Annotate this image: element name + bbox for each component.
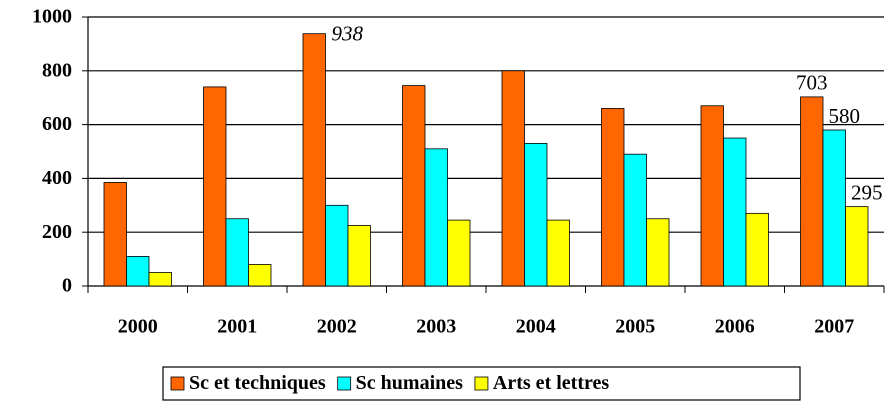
bar bbox=[248, 264, 272, 287]
y-tick-label: 200 bbox=[42, 221, 72, 243]
bar bbox=[646, 218, 670, 287]
bar bbox=[302, 33, 326, 287]
legend-swatch bbox=[170, 376, 185, 391]
bar bbox=[103, 182, 127, 287]
legend-swatch bbox=[337, 376, 352, 391]
bar bbox=[845, 206, 869, 287]
x-tick-label: 2007 bbox=[814, 316, 854, 338]
bar bbox=[745, 212, 769, 287]
y-tick-label: 0 bbox=[62, 275, 72, 297]
bar bbox=[325, 204, 349, 287]
y-tick-label: 400 bbox=[42, 167, 72, 189]
bar bbox=[402, 85, 426, 287]
y-tick-label: 1000 bbox=[32, 6, 72, 28]
bar bbox=[822, 129, 846, 287]
data-label: 938 bbox=[332, 21, 364, 45]
x-tick-label: 2004 bbox=[516, 316, 556, 338]
data-label: 295 bbox=[851, 180, 883, 204]
x-tick-label: 2000 bbox=[118, 316, 158, 338]
y-tick-label: 600 bbox=[42, 113, 72, 135]
x-tick-label: 2001 bbox=[217, 316, 257, 338]
bar bbox=[501, 70, 525, 287]
bar bbox=[347, 225, 371, 287]
bar bbox=[203, 86, 227, 287]
bar bbox=[524, 143, 548, 287]
bar bbox=[424, 148, 448, 287]
bar bbox=[126, 256, 150, 287]
x-tick-label: 2006 bbox=[715, 316, 755, 338]
x-tick-label: 2003 bbox=[416, 316, 456, 338]
bar bbox=[601, 108, 625, 287]
legend-label: Sc et techniques bbox=[189, 372, 326, 394]
bar bbox=[700, 105, 724, 287]
bar bbox=[723, 137, 747, 287]
x-tick-label: 2002 bbox=[317, 316, 357, 338]
x-tick-label: 2005 bbox=[615, 316, 655, 338]
bar bbox=[546, 219, 570, 287]
y-tick-label: 800 bbox=[42, 59, 72, 81]
data-label: 580 bbox=[829, 104, 861, 128]
data-label: 703 bbox=[796, 71, 828, 95]
bar bbox=[148, 272, 172, 287]
bar bbox=[447, 219, 471, 287]
legend-swatch bbox=[474, 376, 489, 391]
legend-label: Arts et lettres bbox=[493, 372, 609, 394]
legend-label: Sc humaines bbox=[356, 372, 463, 394]
bar bbox=[623, 153, 647, 287]
bar bbox=[225, 218, 249, 287]
bar bbox=[800, 96, 824, 287]
